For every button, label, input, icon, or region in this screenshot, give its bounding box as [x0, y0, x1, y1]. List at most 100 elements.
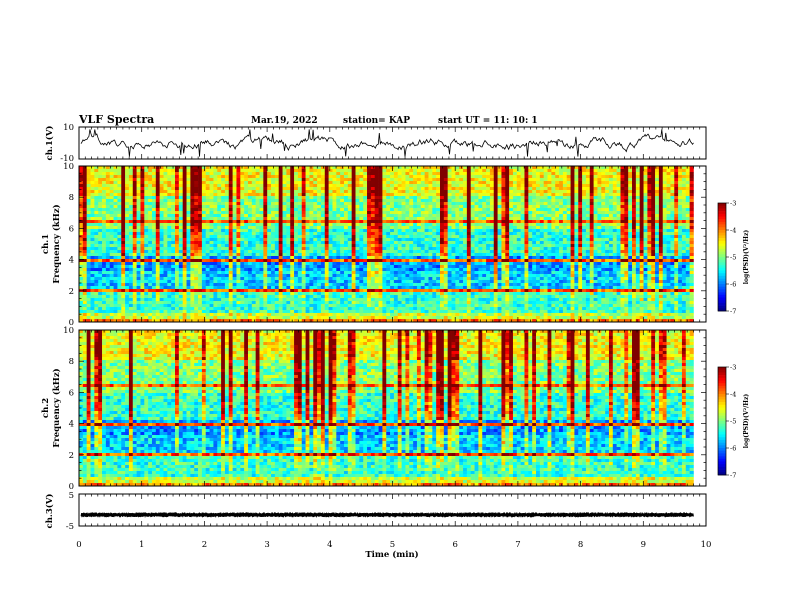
spectrogram-cell — [394, 202, 398, 205]
spectrogram-cell — [271, 223, 275, 226]
spectrogram-cell — [647, 235, 651, 238]
spectrogram-cell — [647, 223, 651, 226]
spectrogram-cell — [632, 247, 636, 250]
spectrogram-cell — [467, 199, 471, 202]
spectrogram-cell — [551, 196, 555, 199]
spectrogram-cell — [344, 223, 348, 226]
spectrogram-cell — [425, 199, 429, 202]
spectrogram-cell — [628, 250, 632, 253]
spectrogram-cell — [555, 238, 559, 241]
spectrogram-cell — [94, 190, 98, 193]
spectrogram-cell — [171, 235, 175, 238]
spectrogram-cell — [609, 178, 613, 181]
spectrogram-cell — [490, 226, 494, 229]
spectrogram-cell — [217, 238, 221, 241]
spectrogram-cell — [217, 247, 221, 250]
spectrogram-cell — [187, 217, 191, 220]
spectrogram-cell — [302, 208, 306, 211]
spectrogram-cell — [302, 181, 306, 184]
spectrogram-cell — [521, 229, 525, 232]
spectrogram-cell — [555, 205, 559, 208]
spectrogram-cell — [340, 172, 344, 175]
spectrogram-cell — [659, 223, 663, 226]
spectrogram-cell — [336, 196, 340, 199]
spectrogram-cell — [225, 238, 229, 241]
spectrogram-cell — [620, 223, 624, 226]
spectrogram-cell — [651, 193, 655, 196]
spectrogram-cell — [448, 223, 452, 226]
spectrogram-cell — [417, 238, 421, 241]
spectrogram-cell — [651, 238, 655, 241]
spectrogram-cell — [279, 178, 283, 181]
spectrogram-cell — [425, 235, 429, 238]
spectrogram-cell — [394, 223, 398, 226]
spectrogram-cell — [651, 199, 655, 202]
spectrogram-cell — [125, 238, 129, 241]
spectrogram-cell — [571, 199, 575, 202]
spectrogram-cell — [544, 223, 548, 226]
spectrogram-cell — [647, 211, 651, 214]
spectrogram-cell — [578, 250, 582, 253]
spectrogram-cell — [198, 235, 202, 238]
spectrogram-cell — [267, 193, 271, 196]
spectrogram-cell — [248, 214, 252, 217]
spectrogram-cell — [582, 178, 586, 181]
spectrogram-cell — [448, 250, 452, 253]
spectrogram-cell — [279, 169, 283, 172]
spectrogram-cell — [198, 193, 202, 196]
spectrogram-cell — [444, 226, 448, 229]
spectrogram-cell — [206, 190, 210, 193]
spectrogram-cell — [532, 217, 536, 220]
spectrogram-cell — [402, 214, 406, 217]
spectrogram-cell — [210, 238, 214, 241]
spectrogram-cell — [198, 214, 202, 217]
spectrogram-cell — [663, 178, 667, 181]
spectrogram-cell — [582, 184, 586, 187]
spectrogram-cell — [140, 238, 144, 241]
spectrogram-cell — [674, 202, 678, 205]
spectrogram-cell — [640, 202, 644, 205]
spectrogram-cell — [306, 193, 310, 196]
spectrogram-cell — [628, 223, 632, 226]
spectrogram-cell — [559, 211, 563, 214]
spectrogram-cell — [620, 226, 624, 229]
spectrogram-cell — [590, 232, 594, 235]
spectrogram-cell — [221, 247, 225, 250]
spectrogram-cell — [317, 229, 321, 232]
spectrogram-cell — [628, 187, 632, 190]
spectrogram-cell — [509, 193, 513, 196]
spectrogram-cell — [690, 244, 694, 247]
spectrogram-cell — [125, 199, 129, 202]
spectrogram-cell — [110, 250, 114, 253]
spectrogram-cell — [555, 253, 559, 256]
spectrogram-cell — [121, 244, 125, 247]
spectrogram-cell — [382, 202, 386, 205]
spectrogram-cell — [632, 184, 636, 187]
spectrogram-cell — [202, 232, 206, 235]
spectrogram-cell — [233, 205, 237, 208]
spectrogram-cell — [306, 172, 310, 175]
spectrogram-cell — [640, 172, 644, 175]
spectrogram-cell — [428, 181, 432, 184]
spectrogram-cell — [467, 238, 471, 241]
spectrogram-cell — [471, 226, 475, 229]
spectrogram-cell — [505, 232, 509, 235]
spectrogram-cell — [98, 241, 102, 244]
spectrogram-cell — [348, 253, 352, 256]
spectrogram-cell — [521, 217, 525, 220]
spectrogram-cell — [175, 214, 179, 217]
spectrogram-cell — [125, 196, 129, 199]
spectrogram-cell — [206, 244, 210, 247]
spectrogram-cell — [567, 202, 571, 205]
spectrogram-cell — [386, 199, 390, 202]
spectrogram-cell — [359, 244, 363, 247]
spectrogram-cell — [555, 226, 559, 229]
spectrogram-cell — [475, 235, 479, 238]
spectrogram-cell — [428, 211, 432, 214]
spectrogram-cell — [367, 169, 371, 172]
spectrogram-cell — [590, 253, 594, 256]
spectrogram-cell — [394, 187, 398, 190]
spectrogram-cell — [148, 211, 152, 214]
spectrogram-cell — [409, 226, 413, 229]
spectrogram-cell — [578, 238, 582, 241]
